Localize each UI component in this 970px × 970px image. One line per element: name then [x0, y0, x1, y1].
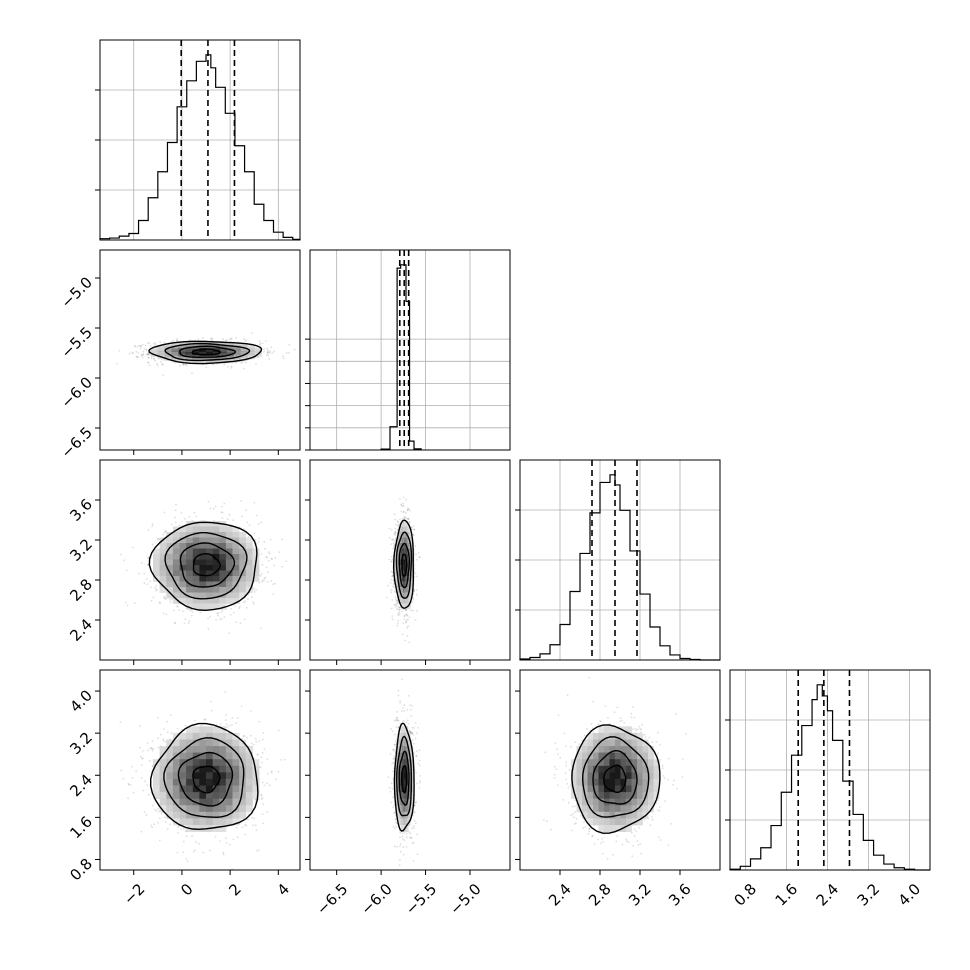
xtick-label-p4-3: 3.2	[854, 880, 884, 910]
xtick-label-p3-0: 2.4	[545, 880, 575, 910]
xtick-label-p2-2: −5.5	[402, 880, 440, 918]
pair-panel-p1-p3	[95, 459, 301, 665]
contour-p2-p4-1	[398, 750, 410, 806]
ytick-label-p4-4: 4.0	[66, 686, 96, 716]
xtick-label-p4-0: 0.8	[731, 880, 761, 910]
ytick-label-p4-3: 3.2	[66, 728, 96, 758]
xtick-label-p4-4: 4.0	[895, 880, 925, 910]
contour-p3-p4-0	[603, 764, 627, 793]
contour-p2-p4-2	[395, 735, 413, 817]
xtick-label-p2-0: −6.5	[313, 880, 351, 918]
xtick-label-p1-2: 2	[225, 880, 244, 899]
ytick-label-p3-0: 2.4	[66, 615, 96, 645]
contour-p3-p4-1	[592, 749, 638, 805]
ytick-label-p3-2: 3.2	[66, 535, 96, 565]
contour-p3-p4-2	[581, 736, 650, 818]
xtick-label-p1-1: 0	[177, 880, 196, 899]
xtick-label-p3-1: 2.8	[585, 880, 615, 910]
contour-p2-p4-3	[393, 722, 415, 832]
ytick-label-p2-2: −5.5	[58, 323, 96, 361]
xtick-label-p3-2: 3.2	[625, 880, 655, 910]
contour-p2-p4-0	[400, 765, 408, 794]
contour-p1-p3-2	[164, 532, 248, 600]
contour-p1-p4-2	[163, 737, 245, 819]
pair-panel-p1-p4	[95, 669, 301, 875]
xtick-label-p3-3: 3.6	[665, 880, 695, 910]
xtick-label-p4-1: 1.6	[772, 880, 802, 910]
contour-p1-p4-1	[177, 751, 234, 807]
contour-p1-p2-2	[164, 342, 251, 362]
pair-panel-p1-p2	[95, 249, 301, 455]
pair-panel-p2-p4	[305, 669, 511, 875]
ytick-label-p4-0: 0.8	[66, 855, 96, 885]
contour-p2-p3-3	[392, 519, 414, 609]
xtick-label-p1-0: −2	[120, 880, 148, 908]
ytick-label-p4-2: 2.4	[66, 771, 96, 801]
xtick-label-p2-3: −5.0	[446, 880, 484, 918]
xtick-label-p4-2: 2.4	[813, 880, 843, 910]
hist-outline-p4	[729, 684, 930, 871]
hist-outline-p1	[99, 54, 301, 240]
contour-p1-p2-3	[148, 340, 263, 365]
hist-panel-p1	[95, 39, 301, 241]
hist-outline-p2	[380, 264, 422, 450]
contour-p2-p3-0	[401, 553, 408, 577]
xtick-label-p2-1: −6.0	[357, 880, 395, 918]
ytick-label-p3-3: 3.6	[66, 495, 96, 525]
contour-p1-p4-3	[150, 722, 259, 831]
contour-p2-p3-1	[398, 542, 410, 589]
ytick-label-p2-1: −6.0	[58, 373, 96, 411]
ytick-label-p4-1: 1.6	[66, 813, 96, 843]
ytick-label-p2-0: −6.5	[58, 423, 96, 461]
contour-p1-p3-1	[179, 542, 236, 588]
contour-p1-p4-0	[192, 765, 221, 794]
pair-panel-p2-p3	[305, 459, 511, 665]
xtick-label-p1-3: 4	[274, 880, 293, 899]
contour-p2-p3-2	[395, 531, 413, 599]
hist-panel-p2	[305, 249, 511, 451]
ytick-label-p3-1: 2.8	[66, 575, 96, 605]
hist-panel-p3	[515, 459, 721, 661]
hist-outline-p3	[519, 474, 720, 661]
ytick-label-p2-3: −5.0	[58, 273, 96, 311]
hist-panel-p4	[725, 669, 931, 871]
contour-p1-p3-3	[148, 521, 258, 612]
pair-panel-p3-p4	[515, 669, 721, 875]
contour-p1-p3-0	[192, 552, 221, 577]
contour-p3-p4-3	[571, 724, 661, 834]
contour-p1-p2-0	[191, 348, 222, 356]
contour-p1-p2-1	[179, 345, 237, 359]
